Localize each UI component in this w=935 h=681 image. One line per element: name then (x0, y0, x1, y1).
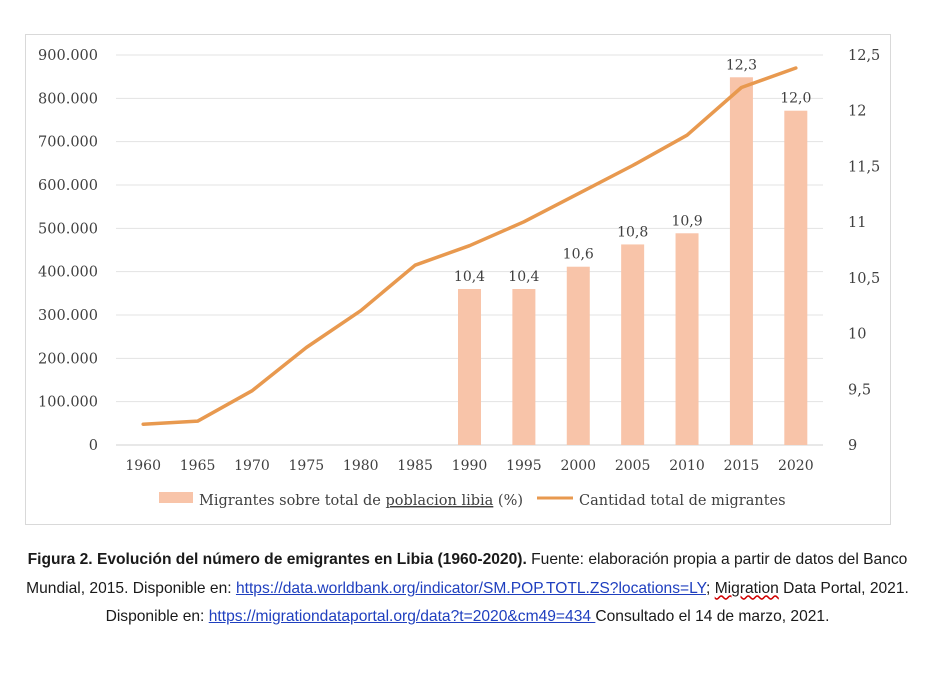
legend-line-label: Cantidad total de migrantes (579, 493, 786, 509)
legend-bar-label: Migrantes sobre total de poblacion libia… (199, 493, 523, 509)
chart-svg: 0 100.000 200.000 300.000 400.000 500.000 600.… (38, 48, 880, 509)
right-axis-ticks: 9 9,5 10 10,5 11 11,5 12 12,5 (848, 48, 880, 454)
left-tick-label: 400.000 (38, 265, 98, 281)
right-tick-label: 11 (848, 215, 866, 231)
right-tick-label: 9,5 (848, 382, 871, 398)
bar-data-label: 12,3 (726, 57, 757, 73)
data-labels: 10,4 10,4 10,6 10,8 10,9 12,3 12,0 (454, 57, 811, 285)
chart-frame: 0 100.000 200.000 300.000 400.000 500.000 600.… (25, 34, 891, 525)
left-tick-label: 800.000 (38, 91, 98, 107)
right-tick-label: 9 (848, 438, 857, 454)
bar-data-label: 10,9 (671, 213, 702, 229)
left-tick-label: 900.000 (38, 48, 98, 64)
left-tick-label: 300.000 (38, 308, 98, 324)
x-axis-ticks: 1960 1965 1970 1975 1980 1985 1990 1995 2000 2005… (125, 458, 813, 474)
caption-text-4: Consultado el 14 de marzo, 2021. (595, 608, 830, 626)
right-tick-label: 12 (848, 104, 866, 120)
bar (784, 110, 808, 445)
x-tick-label: 1965 (180, 458, 216, 474)
legend: Migrantes sobre total de poblacion libia… (159, 492, 786, 509)
legend-bar-swatch (159, 492, 193, 503)
bar (512, 289, 536, 445)
left-tick-label: 100.000 (38, 395, 98, 411)
caption-text-3: Data Portal, 2021. Disponible en: (105, 579, 909, 626)
caption-text-2: ; (706, 579, 715, 597)
bar-data-label: 10,4 (454, 269, 485, 285)
right-tick-label: 10,5 (848, 271, 880, 287)
bar-data-label: 10,6 (563, 247, 594, 263)
right-tick-label: 11,5 (848, 159, 880, 175)
x-tick-label: 2010 (669, 458, 705, 474)
x-tick-label: 1960 (125, 458, 161, 474)
x-tick-label: 1980 (343, 458, 379, 474)
bar-data-label: 10,8 (617, 224, 648, 240)
bar (458, 289, 481, 445)
bar (729, 77, 753, 446)
left-tick-label: 0 (89, 438, 98, 454)
caption-text-1: Fuente: elaboración propia a partir de d… (26, 551, 908, 597)
line-series (141, 66, 798, 426)
x-tick-label: 1975 (289, 458, 325, 474)
figure-caption: Figura 2. Evolución del número de emigra… (20, 546, 915, 632)
left-axis-ticks: 0 100.000 200.000 300.000 400.000 500.000 600.… (38, 48, 98, 454)
series-line (141, 66, 798, 426)
x-tick-label: 1985 (397, 458, 433, 474)
left-tick-label: 600.000 (38, 178, 98, 194)
bar (675, 233, 699, 445)
migrationdataportal-link[interactable]: https://migrationdataportal.org/data?t=2… (208, 608, 596, 626)
left-tick-label: 700.000 (38, 135, 98, 151)
bar-data-label: 12,0 (780, 91, 811, 107)
left-tick-label: 500.000 (38, 221, 98, 237)
worldbank-link[interactable]: https://data.worldbank.org/indicator/SM.… (235, 579, 707, 597)
x-tick-label: 1995 (506, 458, 542, 474)
x-tick-label: 1990 (452, 458, 488, 474)
x-tick-label: 2015 (724, 458, 760, 474)
caption-title: Figura 2. Evolución del número de emigra… (27, 551, 527, 568)
x-tick-label: 2020 (778, 458, 814, 474)
caption-migration-word: Migration (714, 579, 779, 597)
bar-series (458, 77, 808, 446)
bar (566, 266, 590, 445)
x-tick-label: 2005 (615, 458, 651, 474)
right-tick-label: 12,5 (848, 48, 880, 64)
x-tick-label: 1970 (234, 458, 270, 474)
bar (621, 244, 645, 445)
bar-data-label: 10,4 (508, 269, 539, 285)
x-tick-label: 2000 (560, 458, 596, 474)
left-tick-label: 200.000 (38, 351, 98, 367)
right-tick-label: 10 (848, 327, 866, 343)
